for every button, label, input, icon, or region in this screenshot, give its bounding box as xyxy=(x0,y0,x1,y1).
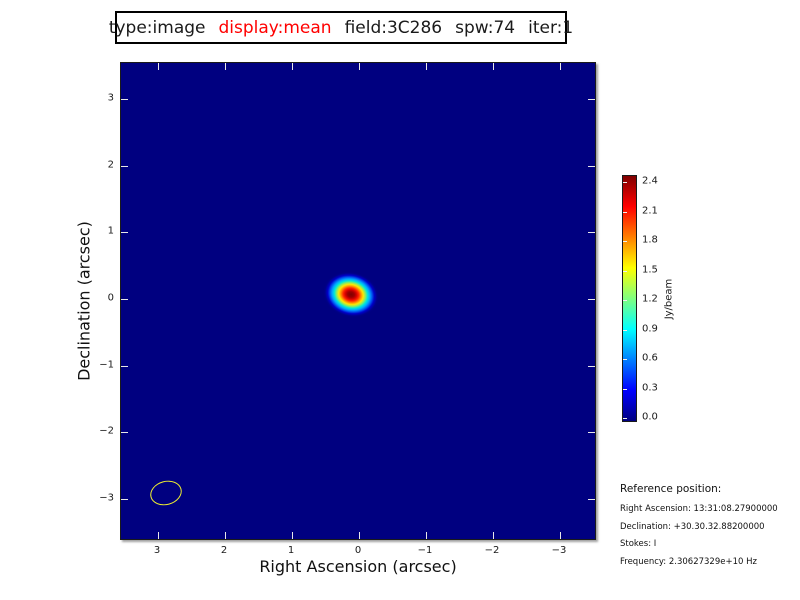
colorbar-tick-label: 0.3 xyxy=(642,382,658,393)
colorbar-tick-label: 0.9 xyxy=(642,323,658,334)
image-plot-area xyxy=(120,62,596,540)
reference-heading: Reference position: xyxy=(620,483,722,495)
title-segment-iter: iter:1 xyxy=(528,17,574,38)
tick-mark xyxy=(588,432,595,433)
colorbar-tick-mark xyxy=(623,388,627,390)
colorbar-tick-mark xyxy=(623,418,627,419)
tick-mark xyxy=(121,499,128,500)
y-axis-label: Declination (arcsec) xyxy=(74,221,94,381)
gaussian-source-blob xyxy=(318,265,384,324)
tick-mark xyxy=(588,366,595,367)
colorbar-tick-label: 1.2 xyxy=(642,293,658,305)
colorbar-tick-mark xyxy=(623,270,627,272)
colorbar-tick-label: 1.8 xyxy=(642,234,658,246)
tick-mark xyxy=(588,99,595,100)
tick-mark xyxy=(588,499,595,500)
tick-mark xyxy=(560,63,561,70)
tick-mark xyxy=(225,532,226,539)
x-tick-label: 3 xyxy=(153,545,161,556)
tick-mark xyxy=(426,532,427,539)
colorbar-tick-mark xyxy=(623,182,627,183)
colorbar-unit-label: Jy/beam xyxy=(663,278,675,320)
reference-declination: Declination: +30.30.32.88200000 xyxy=(620,521,765,532)
tick-mark xyxy=(292,63,293,70)
x-tick-label: −1 xyxy=(417,545,433,556)
title-segment-spw: spw:74 xyxy=(455,17,516,38)
x-tick-label: 1 xyxy=(287,545,295,556)
title-segment-display: display:mean xyxy=(218,17,332,38)
tick-mark xyxy=(588,299,595,300)
x-tick-label: 2 xyxy=(220,545,228,556)
tick-mark xyxy=(588,232,595,233)
colorbar-tick-mark xyxy=(623,359,627,360)
tick-mark xyxy=(121,366,128,367)
tick-mark xyxy=(158,532,159,539)
x-tick-label: −2 xyxy=(484,545,500,556)
beam-ellipse xyxy=(147,477,185,509)
tick-mark xyxy=(121,166,128,167)
colorbar xyxy=(622,175,637,422)
colorbar-tick-mark xyxy=(623,300,627,301)
y-tick-label: −3 xyxy=(99,492,114,504)
colorbar-tick-mark xyxy=(623,329,627,331)
y-tick-label: −2 xyxy=(99,425,114,437)
colorbar-tick-label: 2.1 xyxy=(642,205,658,216)
tick-mark xyxy=(426,63,427,70)
y-tick-label: 2 xyxy=(107,159,114,171)
y-tick-label: −1 xyxy=(99,359,114,371)
x-axis-label: Right Ascension (arcsec) xyxy=(259,557,457,576)
tick-mark xyxy=(560,532,561,539)
tick-mark xyxy=(121,232,128,233)
reference-right-ascension: Right Ascension: 13:31:08.27900000 xyxy=(620,504,778,514)
y-tick-label: 1 xyxy=(107,225,114,237)
tick-mark xyxy=(359,532,360,539)
tick-mark xyxy=(493,532,494,539)
colorbar-tick-label: 0.0 xyxy=(642,411,658,423)
tick-mark xyxy=(158,63,159,70)
colorbar-tick-mark xyxy=(623,241,627,242)
tick-mark xyxy=(121,99,128,100)
y-tick-label: 3 xyxy=(107,92,114,104)
y-tick-label: 0 xyxy=(107,292,114,304)
tick-mark xyxy=(121,299,128,300)
x-tick-label: −3 xyxy=(551,545,567,556)
tick-mark xyxy=(359,63,360,70)
tick-mark xyxy=(588,166,595,167)
tick-mark xyxy=(493,63,494,70)
title-segment-field: field:3C286 xyxy=(344,17,443,38)
colorbar-tick-label: 1.5 xyxy=(642,264,658,275)
tick-mark xyxy=(225,63,226,70)
reference-position-block: Reference position: Right Ascension: 13:… xyxy=(620,483,778,574)
colorbar-tick-label: 0.6 xyxy=(642,352,658,364)
colorbar-tick-mark xyxy=(623,211,627,213)
reference-stokes: Stokes: I xyxy=(620,539,657,549)
title-segment-type: type:image xyxy=(108,17,206,38)
colorbar-tick-label: 2.4 xyxy=(642,175,658,187)
tick-mark xyxy=(292,532,293,539)
plot-title-box: type:image display:mean field:3C286 spw:… xyxy=(109,11,573,44)
reference-frequency: Frequency: 2.30627329e+10 Hz xyxy=(620,556,757,567)
tick-mark xyxy=(121,432,128,433)
x-tick-label: 0 xyxy=(354,545,362,556)
